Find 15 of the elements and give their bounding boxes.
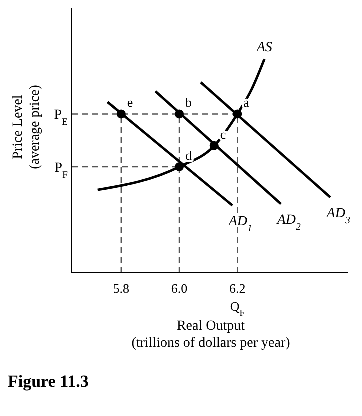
series-label: AD$_{2}$: [276, 213, 302, 233]
series-label: AD$_{3}$: [326, 206, 350, 226]
series-label: AD$_{1}$: [228, 214, 252, 234]
annotation: b: [185, 95, 192, 110]
ref-line-label: P$_{E}$: [54, 108, 68, 128]
text: Figure 11.3: [8, 372, 90, 392]
annotation: e: [127, 95, 134, 110]
x-axis-title: Real Output (trillions of dollars per year): [130, 318, 292, 352]
x-tick-label: 5.8: [113, 281, 130, 296]
x-tick-label: 6.0: [171, 281, 188, 296]
ref-line-label: P$_{F}$: [54, 161, 69, 180]
x-tick-label: 6.2 Q$_{F}$: [229, 281, 246, 318]
y-axis-title: Price Level (average price): [11, 84, 43, 170]
series-label: AS: [256, 40, 272, 56]
annotation: d: [185, 148, 192, 163]
